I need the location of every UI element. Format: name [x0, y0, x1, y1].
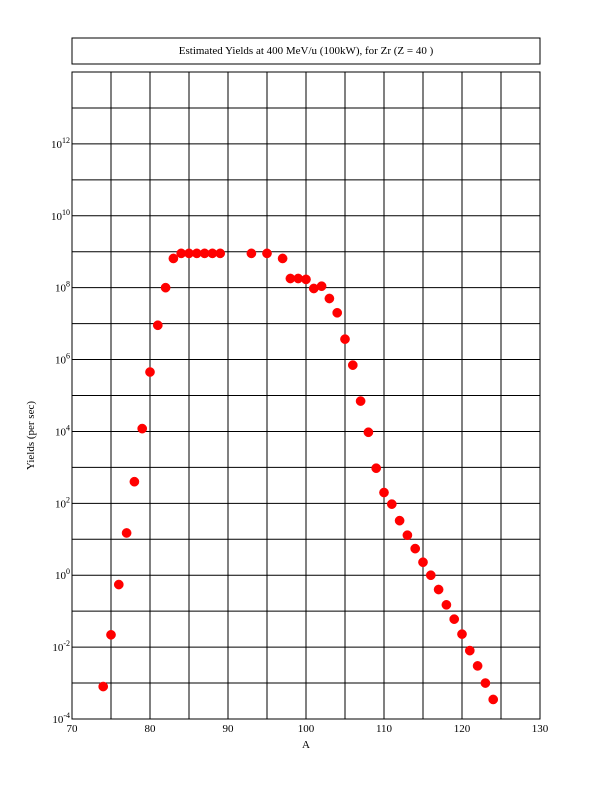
- data-point: [441, 599, 452, 610]
- data-point: [332, 307, 343, 318]
- y-tick-label: 1010: [51, 208, 70, 223]
- y-tick-label: 1012: [51, 136, 70, 151]
- x-axis-title: A: [302, 739, 310, 751]
- y-tick-label: 100: [55, 567, 70, 582]
- data-point: [137, 423, 148, 434]
- data-point: [488, 694, 499, 705]
- data-point: [449, 614, 460, 624]
- data-point: [246, 248, 257, 259]
- data-point: [394, 515, 405, 526]
- data-point: [371, 463, 382, 474]
- data-point: [340, 334, 350, 344]
- data-point: [472, 661, 483, 671]
- data-point: [433, 584, 444, 595]
- data-point: [386, 499, 397, 509]
- data-point: [402, 530, 413, 541]
- y-tick-label: 10-4: [52, 711, 70, 726]
- data-point: [464, 645, 475, 656]
- y-tick-label: 10-2: [52, 639, 70, 654]
- title-box: Estimated Yields at 400 MeV/u (100kW), f…: [71, 37, 541, 65]
- data-point: [324, 293, 335, 304]
- data-point: [152, 320, 163, 331]
- chart-title: Estimated Yields at 400 MeV/u (100kW), f…: [179, 45, 434, 57]
- x-tick-label: 80: [145, 723, 157, 735]
- data-points: [98, 248, 499, 705]
- data-point: [160, 282, 171, 293]
- data-point: [168, 253, 179, 264]
- x-tick-label: 110: [376, 723, 393, 735]
- y-tick-label: 102: [55, 495, 70, 510]
- x-tick-labels: 70 80 90 100 110 120 130: [67, 723, 549, 735]
- data-point: [145, 367, 155, 377]
- x-tick-label: 70: [67, 723, 79, 735]
- y-tick-label: 108: [55, 280, 70, 295]
- data-point: [379, 487, 389, 498]
- x-tick-label: 100: [298, 723, 315, 735]
- title-frame: [71, 37, 541, 65]
- data-point: [316, 281, 327, 292]
- data-point: [480, 678, 491, 688]
- data-point: [113, 579, 124, 590]
- data-point: [363, 427, 374, 438]
- grid-lines: [72, 72, 540, 719]
- plot-frame: [71, 71, 541, 720]
- data-point: [355, 396, 366, 406]
- data-point: [410, 543, 421, 554]
- y-tick-label: 104: [55, 423, 70, 438]
- data-point: [347, 360, 358, 370]
- data-point: [301, 274, 311, 285]
- data-point: [98, 681, 109, 692]
- x-tick-label: 120: [454, 723, 471, 735]
- data-point: [425, 570, 436, 581]
- y-axis-title: Yields (per sec): [25, 401, 37, 470]
- data-point: [121, 528, 132, 538]
- x-tick-label: 90: [223, 723, 235, 735]
- y-tick-label: 106: [55, 352, 70, 367]
- data-point: [215, 248, 226, 259]
- data-point: [277, 253, 288, 264]
- data-point: [457, 629, 467, 639]
- data-point: [129, 476, 140, 487]
- data-point: [262, 248, 272, 259]
- y-tick-labels: 10-4 10-2 100 102 104 106 108 1010 1012: [51, 136, 70, 726]
- data-point: [418, 557, 428, 568]
- x-tick-label: 130: [532, 723, 549, 735]
- data-point: [106, 629, 116, 640]
